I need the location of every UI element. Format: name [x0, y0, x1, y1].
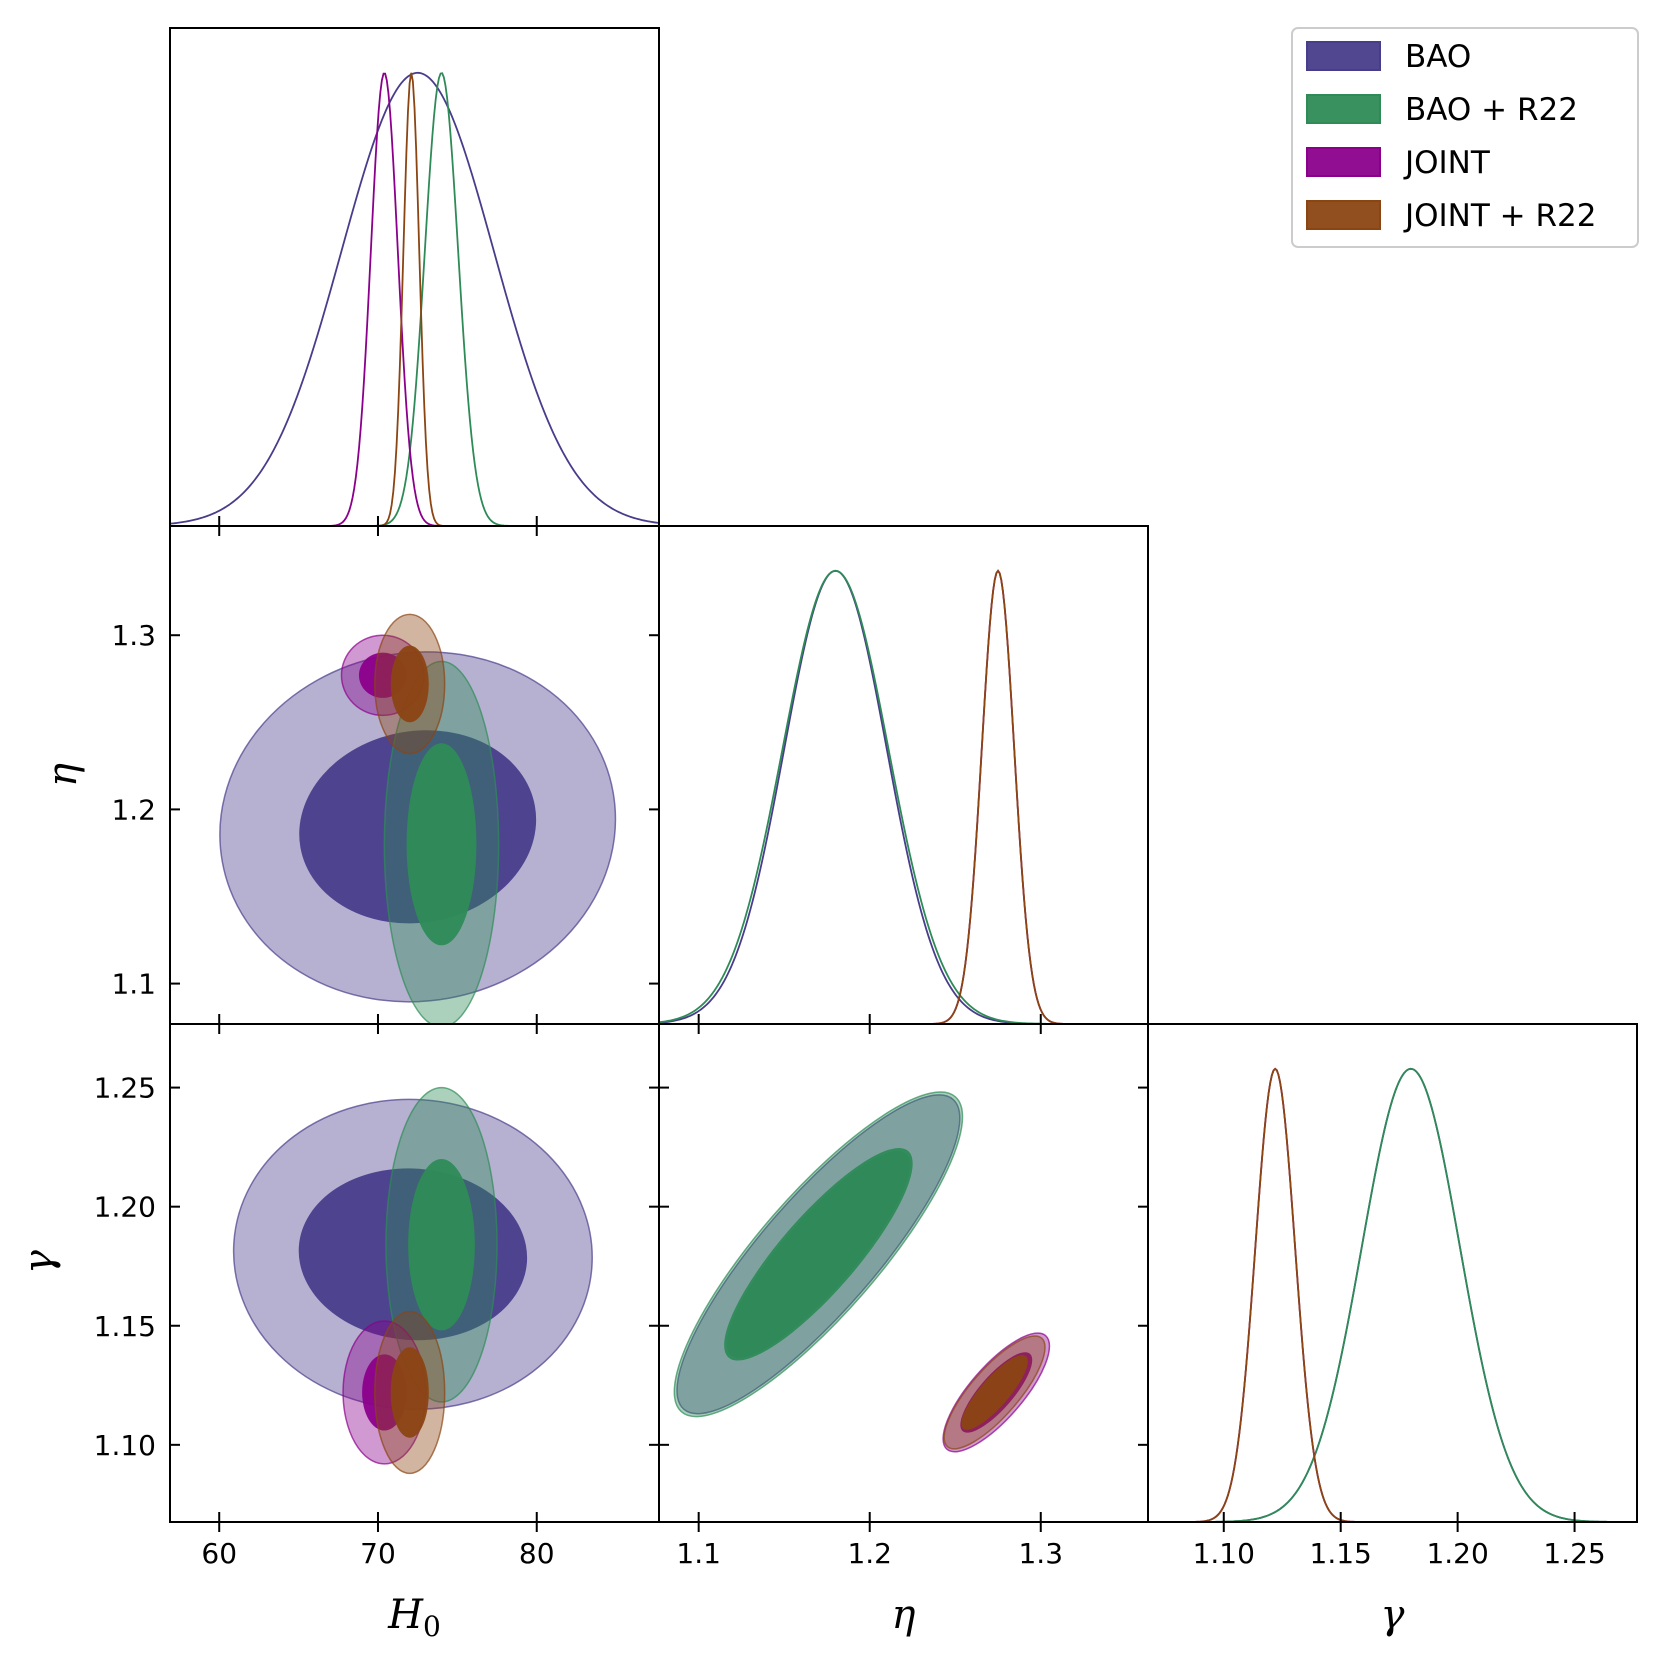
x-tick-label-eta: 1.2 [847, 1537, 892, 1570]
marginal-curve-bao [170, 71, 659, 525]
marginal-curve-joint [170, 72, 659, 526]
marginal-curve-joint-r22 [170, 72, 659, 526]
x-tick-label-H0: 80 [519, 1537, 555, 1570]
legend-label: JOINT [1403, 145, 1491, 181]
marginal-curve-bao-r22 [170, 72, 659, 526]
legend-label: BAO [1405, 39, 1471, 75]
x-tick-label-gamma: 1.25 [1543, 1537, 1605, 1570]
contour-68-joint-r22 [390, 1347, 429, 1438]
contour-68-bao-r22 [408, 1159, 475, 1331]
x-axis-label-eta: η [892, 1592, 916, 1638]
y-tick-label-gamma: 1.10 [94, 1429, 156, 1462]
contour-68-joint-r22 [961, 1355, 1028, 1430]
y-tick-label-gamma: 1.20 [94, 1191, 156, 1224]
contour-68-joint-r22 [390, 645, 429, 723]
x-tick-label-eta: 1.3 [1018, 1537, 1063, 1570]
x-tick-label-H0: 70 [360, 1537, 396, 1570]
x-tick-label-H0: 60 [201, 1537, 237, 1570]
legend-swatch [1306, 147, 1381, 177]
marginal-curve-joint-r22 [1148, 1067, 1637, 1522]
legend-swatch [1306, 200, 1381, 230]
legend-label: BAO + R22 [1405, 92, 1578, 128]
y-tick-label-gamma: 1.25 [94, 1072, 156, 1105]
legend-swatch [1306, 94, 1381, 124]
legend: BAO BAO + R22 JOINT JOINT + R22 [1291, 27, 1639, 248]
contour-68-bao-r22 [406, 743, 477, 946]
contour-68-bao-r22 [724, 1148, 913, 1361]
legend-frame [1291, 27, 1639, 248]
legend-items: BAO BAO + R22 JOINT JOINT + R22 [1306, 39, 1596, 234]
legend-label: JOINT + R22 [1403, 198, 1596, 234]
panel-frame [1147, 1023, 1638, 1523]
x-axis-label-gamma: γ [1381, 1592, 1405, 1638]
y-tick-label-eta: 1.1 [111, 968, 156, 1001]
contour-panel-H0-eta [219, 613, 617, 1024]
y-axis-label-gamma: γ [16, 1250, 62, 1274]
y-tick-label-gamma: 1.15 [94, 1310, 156, 1343]
y-tick-label-eta: 1.3 [111, 619, 156, 652]
x-tick-label-gamma: 1.15 [1310, 1537, 1372, 1570]
contour-panel-H0-gamma [232, 1086, 593, 1475]
y-axis-label-eta: η [40, 763, 86, 787]
x-tick-label-gamma: 1.10 [1193, 1537, 1255, 1570]
x-tick-label-gamma: 1.20 [1426, 1537, 1488, 1570]
x-tick-label-eta: 1.1 [676, 1537, 721, 1570]
x-axis-label-H0: H0 [387, 1592, 441, 1643]
y-tick-label-eta: 1.2 [111, 793, 156, 826]
legend-swatch [1306, 41, 1381, 71]
axis-subscript: 0 [423, 1610, 441, 1643]
contour-panel-eta-gamma [673, 1091, 1051, 1453]
marginal-panel-H0 [170, 71, 659, 526]
